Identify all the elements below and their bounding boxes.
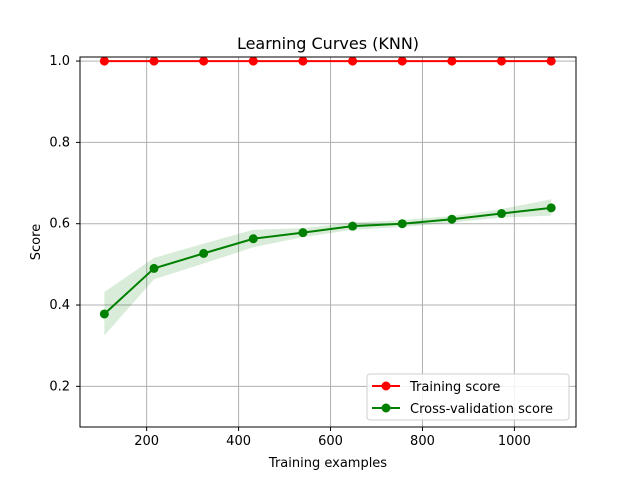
x-tick-label-1000: 1000	[498, 434, 531, 449]
training-score-point-1	[99, 56, 109, 66]
training-score-point-5	[298, 56, 308, 66]
legend-training-label: Training score	[409, 380, 500, 395]
training-score-point-3	[199, 56, 209, 66]
x-axis-label: Training examples	[268, 456, 387, 471]
cross-validation-score-point-5	[298, 228, 308, 238]
y-tick-label-0.2: 0.2	[49, 379, 70, 394]
legend-cv-marker	[381, 403, 391, 413]
data-series	[99, 56, 556, 319]
cross-validation-score-point-1	[99, 309, 109, 319]
cross-validation-score-point-3	[199, 248, 209, 258]
axis-ticks: 200 400 600 800 1000 0.2 0.4 0.6 0.8 1.0	[49, 54, 531, 449]
legend: Training score Cross-validation score	[366, 373, 570, 421]
training-score-point-6	[348, 56, 358, 66]
training-score-point-4	[248, 56, 258, 66]
y-tick-label-1.0: 1.0	[49, 54, 70, 69]
cross-validation-score-point-2	[149, 263, 159, 273]
y-tick-label-0.6: 0.6	[49, 217, 70, 232]
legend-cv-label: Cross-validation score	[410, 402, 553, 417]
cross-validation-score-point-4	[248, 234, 258, 244]
legend-training-marker	[381, 381, 391, 391]
training-score-point-8	[447, 56, 457, 66]
x-tick-label-800: 800	[410, 434, 435, 449]
plot-area	[80, 57, 576, 427]
y-tick-label-0.4: 0.4	[49, 298, 70, 313]
cross-validation-score-point-8	[447, 214, 457, 224]
chart-title: Learning Curves (KNN)	[237, 34, 419, 53]
y-axis-label: Score	[29, 224, 44, 260]
training-score-point-10	[546, 56, 556, 66]
x-tick-label-400: 400	[226, 434, 251, 449]
x-tick-label-200: 200	[134, 434, 159, 449]
cross-validation-score-point-7	[397, 219, 407, 229]
plot-frame	[79, 56, 577, 428]
cross-validation-score-point-6	[348, 221, 358, 231]
training-score-point-7	[397, 56, 407, 66]
cross-validation-score-line	[103, 206, 552, 315]
y-tick-label-0.8: 0.8	[49, 135, 70, 150]
cross-validation-score-point-10	[546, 203, 556, 213]
training-score-point-2	[149, 56, 159, 66]
plot-background	[80, 57, 576, 427]
training-score-point-9	[497, 56, 507, 66]
legend-box	[366, 373, 570, 421]
cross-validation-score-point-9	[497, 209, 507, 219]
x-tick-label-600: 600	[318, 434, 343, 449]
